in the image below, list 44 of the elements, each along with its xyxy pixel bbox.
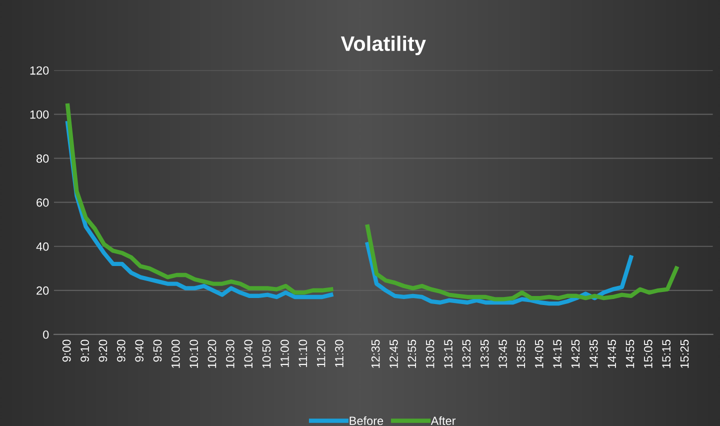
x-tick-label: 12:55 <box>408 340 416 368</box>
x-tick-label: 9:20 <box>98 340 108 362</box>
x-tick-label: 10:50 <box>262 340 271 368</box>
x-tick-label: 10:20 <box>208 340 216 368</box>
x-tick-label: 12:45 <box>390 340 398 368</box>
x-tick-label: 12:35 <box>371 340 380 368</box>
x-tick-label: 14:35 <box>589 340 598 368</box>
y-tick-label: 80 <box>36 154 49 163</box>
x-tick-label: 13:05 <box>426 340 434 368</box>
x-tick-label: 13:55 <box>516 340 526 368</box>
y-tick-label: 20 <box>36 286 49 295</box>
x-tick-label: 13:25 <box>462 340 471 368</box>
y-tick-label: 60 <box>36 198 49 207</box>
x-tick-label: 14:15 <box>553 340 562 368</box>
x-tick-label: 11:30 <box>335 340 344 368</box>
x-tick-label: 10:00 <box>171 340 180 368</box>
x-tick-label: 10:40 <box>244 340 253 368</box>
x-tick-label: 9:50 <box>153 340 162 362</box>
x-tick-label: 13:35 <box>480 340 489 368</box>
x-tick-label: 9:10 <box>80 340 89 362</box>
x-tick-label: 11:10 <box>298 340 308 368</box>
x-tick-label: 14:25 <box>571 340 580 368</box>
x-tick-label: 9:00 <box>62 340 71 362</box>
y-tick-label: 40 <box>36 242 49 251</box>
x-tick-label: 15:05 <box>644 340 652 368</box>
y-tick-label: 120 <box>30 66 49 75</box>
y-tick-label: 0 <box>43 330 49 339</box>
x-tick-label: 14:05 <box>534 340 544 368</box>
x-tick-label: 9:40 <box>135 340 144 362</box>
legend-label: Before <box>350 416 384 426</box>
x-tick-label: 13:15 <box>444 340 452 368</box>
x-tick-label: 10:10 <box>190 340 198 368</box>
x-tick-label: 14:45 <box>608 340 616 368</box>
legend-label: After <box>430 416 456 426</box>
x-tick-label: 15:15 <box>662 340 671 368</box>
x-tick-label: 15:25 <box>680 340 689 368</box>
x-tick-label: 14:55 <box>626 340 634 368</box>
x-tick-label: 11:20 <box>316 340 326 368</box>
x-tick-label: 13:45 <box>498 340 507 368</box>
x-tick-label: 11:00 <box>280 340 289 368</box>
x-tick-label: 9:30 <box>116 340 126 362</box>
y-tick-label: 100 <box>30 110 49 119</box>
chart-title: Volatility <box>340 36 426 56</box>
x-tick-label: 10:30 <box>226 340 234 368</box>
